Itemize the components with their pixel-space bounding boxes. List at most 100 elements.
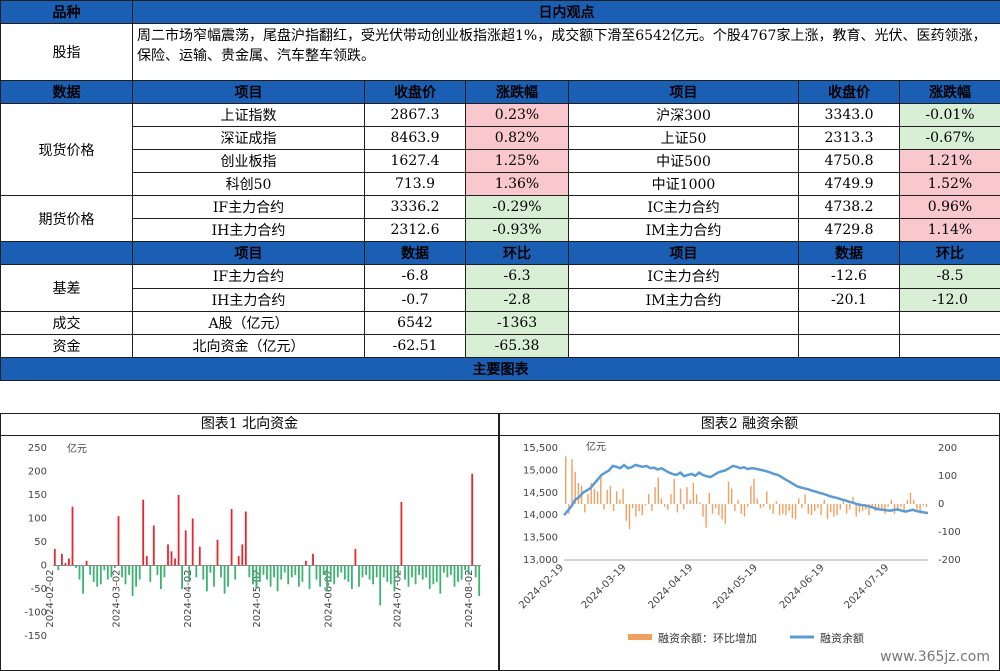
bar	[284, 566, 286, 573]
cell-change: -0.29%	[466, 196, 569, 219]
bar	[326, 566, 328, 592]
bar	[408, 566, 410, 587]
cell-price: 4729.8	[799, 219, 900, 242]
empty-cell	[799, 335, 900, 358]
bar	[457, 566, 459, 582]
basis-header-mom-2: 环比	[900, 242, 1000, 265]
x-tick-label: 2024-06-19	[778, 562, 827, 611]
cell-name: IC主力合约	[569, 265, 799, 289]
cell-name: IF主力合约	[133, 196, 365, 219]
bar	[415, 566, 417, 585]
y-left-tick-label: 14,000	[523, 510, 558, 521]
bar	[132, 566, 134, 597]
bar	[160, 566, 162, 590]
bar	[224, 566, 226, 594]
bar	[220, 566, 222, 578]
bar	[376, 566, 378, 578]
bar	[277, 566, 279, 592]
bar	[93, 566, 95, 582]
bar	[390, 566, 392, 585]
charts-title: 主要图表	[1, 358, 1000, 381]
bar	[769, 504, 770, 510]
bar	[578, 483, 579, 504]
commentary-label: 股指	[1, 24, 133, 81]
bar	[728, 482, 729, 504]
bar	[779, 504, 780, 515]
cell-change: -2.8	[466, 288, 569, 312]
bar	[192, 519, 194, 566]
basis-header-mom-1: 环比	[466, 242, 569, 265]
bar	[632, 504, 633, 508]
bar	[658, 477, 659, 504]
turnover-item: A股（亿元）	[133, 312, 365, 335]
bar	[333, 566, 335, 585]
bar	[174, 559, 176, 566]
cell-change: 1.36%	[466, 173, 569, 196]
y-right-tick-label: -100	[938, 527, 961, 538]
bar	[622, 489, 623, 504]
bar	[464, 566, 466, 571]
bar	[330, 566, 332, 582]
bar	[773, 504, 774, 514]
table-row: 基差 IF主力合约 -6.8 -6.3 IC主力合约 -12.6 -8.5	[1, 265, 1000, 289]
basis-header-item-2: 项目	[569, 242, 799, 265]
bar	[683, 504, 684, 510]
bar	[594, 489, 595, 504]
bar	[86, 561, 88, 566]
bar	[418, 566, 420, 575]
table-row: IH主力合约 2312.6 -0.93% IM主力合约 4729.8 1.14%	[1, 219, 1000, 242]
x-tick-label: 2024-03-19	[580, 562, 629, 611]
bar	[157, 566, 159, 575]
bar	[365, 566, 367, 575]
cell-name: 上证50	[569, 127, 799, 150]
cell-value: -0.7	[365, 288, 466, 312]
bar	[227, 566, 229, 587]
bar	[900, 504, 901, 507]
capital-change: -65.38	[466, 335, 569, 358]
bar	[478, 566, 480, 597]
market-table: 品种 日内观点 股指 周二市场窄幅震荡，尾盘沪指翻红，受光伏带动创业板指涨超1%…	[0, 0, 1000, 381]
bar	[801, 504, 802, 508]
bar	[856, 504, 857, 517]
chart1-title: 图表1 北向资金	[1, 414, 498, 436]
bar	[379, 566, 381, 606]
cell-change: -6.3	[466, 265, 569, 289]
bar	[811, 504, 812, 515]
bar	[436, 566, 438, 582]
bar	[178, 495, 180, 566]
x-tick-label: 2024-08-02	[464, 570, 475, 628]
chart2-axes: 13,00013,50014,00014,50015,00015,500-200…	[517, 440, 960, 611]
bar	[54, 549, 56, 566]
cell-price: 2867.3	[365, 104, 466, 127]
bar	[79, 566, 81, 580]
bar	[753, 479, 754, 504]
bar	[849, 504, 850, 510]
bar	[827, 504, 828, 519]
legend-label-line: 融资余额	[820, 631, 864, 645]
cell-price: 4750.8	[799, 150, 900, 173]
y-axis-label: 亿元	[586, 440, 606, 453]
x-tick-label: 2024-02-19	[517, 562, 566, 611]
bar	[199, 547, 201, 566]
table-row: 资金 北向资金（亿元） -62.51 -65.38	[1, 335, 1000, 358]
y-tick-label: 150	[28, 490, 47, 501]
y-left-tick-label: 15,500	[523, 443, 558, 454]
bar	[337, 566, 339, 578]
bar	[763, 504, 764, 507]
bar	[471, 474, 473, 566]
bar	[139, 566, 141, 580]
bar	[670, 494, 671, 504]
commentary-text: 周二市场窄幅震荡，尾盘沪指翻红，受光伏带动创业板指涨超1%，成交额下滑至6542…	[133, 24, 1000, 81]
x-tick-label: 2024-03-02	[112, 570, 123, 628]
bar	[103, 566, 105, 571]
bar	[450, 566, 452, 575]
bar	[252, 566, 254, 585]
bar	[468, 566, 470, 575]
bar	[245, 512, 247, 566]
bar	[824, 500, 825, 504]
bar	[690, 500, 691, 504]
bar	[443, 566, 445, 573]
y-tick-label: 100	[28, 514, 47, 525]
y-axis-label: 亿元	[67, 442, 87, 455]
cell-change: 1.25%	[466, 150, 569, 173]
